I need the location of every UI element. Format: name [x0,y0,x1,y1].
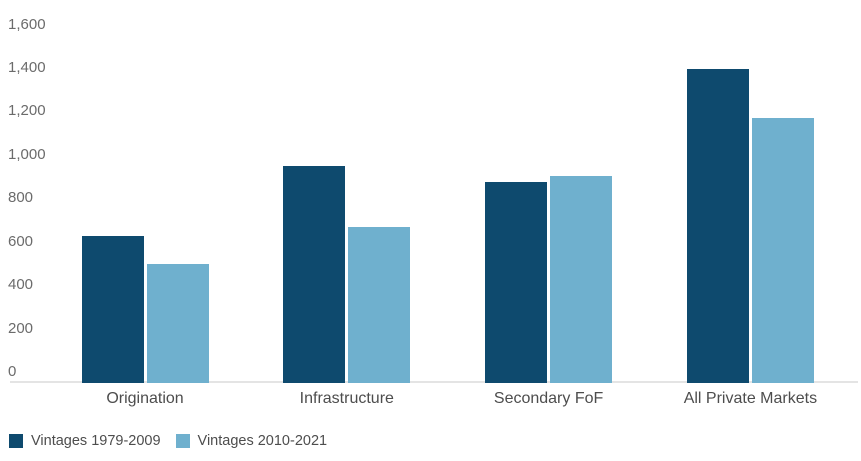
bar-origination-vintages-2010-2021 [146,263,209,383]
y-axis-tick-label-200: 200 [8,319,34,337]
legend-label: Vintages 2010-2021 [197,433,328,449]
y-axis-tick-label-600: 600 [8,232,34,250]
bar-secondary-fof-vintages-2010-2021 [550,175,613,383]
bar-all-private-markets-vintages-1979-2009 [686,69,749,383]
x-axis-category-label-origination: Origination [106,390,184,407]
legend-swatch-icon [9,434,23,448]
bar-all-private-markets-vintages-2010-2021 [751,118,814,383]
legend-item-vintages-2010-2021: Vintages 2010-2021 [175,433,328,449]
x-axis-category-label-all-private-markets: All Private Markets [683,390,818,407]
y-axis-tick-label-0: 0 [8,363,17,380]
y-axis-tick-label-1-600: 1,600 [8,15,46,33]
y-axis-tick-label-400: 400 [8,276,34,294]
legend-swatch-icon [175,434,190,448]
y-axis-tick-label-1-000: 1,000 [8,145,46,163]
bar-infrastructure-vintages-2010-2021 [348,226,411,383]
legend-label: Vintages 1979-2009 [31,433,161,449]
y-axis-tick-label-1-200: 1,200 [8,102,46,120]
x-axis-baseline [10,381,858,383]
bar-infrastructure-vintages-1979-2009 [283,165,346,383]
x-axis-category-label-secondary-fof: Secondary FoF [493,390,604,407]
x-axis-category-label-infrastructure: Infrastructure [299,390,394,407]
bar-secondary-fof-vintages-1979-2009 [485,182,548,383]
bar-origination-vintages-1979-2009 [81,236,144,383]
legend: Vintages 1979-2009 Vintages 2010-2021 [9,433,327,449]
y-axis-tick-label-800: 800 [8,189,34,207]
legend-item-vintages-1979-2009: Vintages 1979-2009 [9,433,161,449]
y-axis-tick-label-1-400: 1,400 [8,58,46,76]
